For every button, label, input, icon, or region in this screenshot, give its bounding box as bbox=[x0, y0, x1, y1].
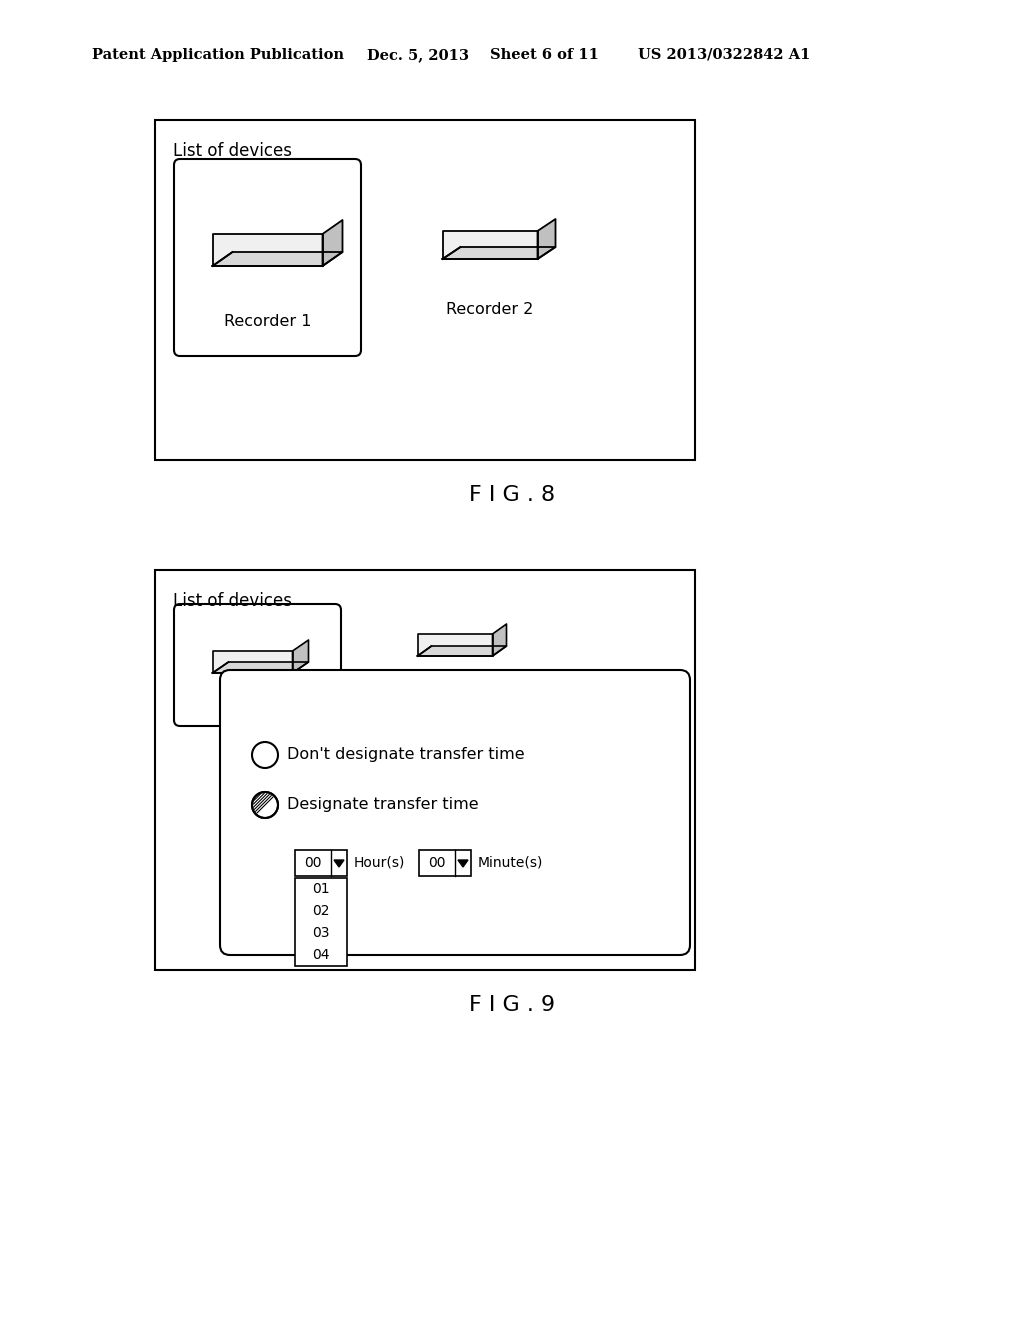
Polygon shape bbox=[493, 624, 507, 656]
FancyBboxPatch shape bbox=[220, 671, 690, 954]
Polygon shape bbox=[334, 861, 344, 867]
Polygon shape bbox=[442, 247, 555, 259]
Polygon shape bbox=[213, 234, 323, 267]
Polygon shape bbox=[213, 252, 342, 267]
Text: Hour(s): Hour(s) bbox=[354, 855, 406, 870]
Text: 01: 01 bbox=[312, 882, 330, 896]
Text: Recorder 1: Recorder 1 bbox=[224, 314, 311, 330]
Bar bbox=[419, 850, 471, 876]
Text: Don't designate transfer time: Don't designate transfer time bbox=[287, 747, 524, 763]
Text: List of devices: List of devices bbox=[173, 591, 292, 610]
Polygon shape bbox=[538, 219, 555, 259]
Polygon shape bbox=[418, 634, 493, 656]
Bar bbox=[155, 570, 695, 970]
Text: Dec. 5, 2013: Dec. 5, 2013 bbox=[367, 48, 469, 62]
Text: Minute(s): Minute(s) bbox=[478, 855, 544, 870]
Text: 03: 03 bbox=[312, 927, 330, 940]
Text: Patent Application Publication: Patent Application Publication bbox=[92, 48, 344, 62]
Text: US 2013/0322842 A1: US 2013/0322842 A1 bbox=[638, 48, 810, 62]
Bar bbox=[155, 120, 695, 459]
Text: 00: 00 bbox=[304, 855, 322, 870]
Text: 04: 04 bbox=[312, 948, 330, 962]
Bar bbox=[295, 850, 347, 876]
Bar bbox=[295, 878, 347, 966]
FancyBboxPatch shape bbox=[174, 158, 361, 356]
Text: F I G . 9: F I G . 9 bbox=[469, 995, 555, 1015]
Polygon shape bbox=[442, 231, 538, 259]
Text: 00: 00 bbox=[428, 855, 445, 870]
Circle shape bbox=[253, 793, 278, 817]
FancyBboxPatch shape bbox=[174, 605, 341, 726]
Polygon shape bbox=[213, 663, 308, 673]
Circle shape bbox=[252, 792, 278, 818]
Polygon shape bbox=[293, 640, 308, 673]
Text: Recorder 2: Recorder 2 bbox=[446, 302, 534, 318]
Text: List of devices: List of devices bbox=[173, 143, 292, 160]
Polygon shape bbox=[323, 220, 342, 267]
Text: Sheet 6 of 11: Sheet 6 of 11 bbox=[490, 48, 599, 62]
Text: Designate transfer time: Designate transfer time bbox=[287, 797, 478, 813]
Polygon shape bbox=[213, 651, 293, 673]
Text: F I G . 8: F I G . 8 bbox=[469, 484, 555, 506]
Text: 02: 02 bbox=[312, 904, 330, 917]
Polygon shape bbox=[458, 861, 468, 867]
Polygon shape bbox=[418, 645, 507, 656]
